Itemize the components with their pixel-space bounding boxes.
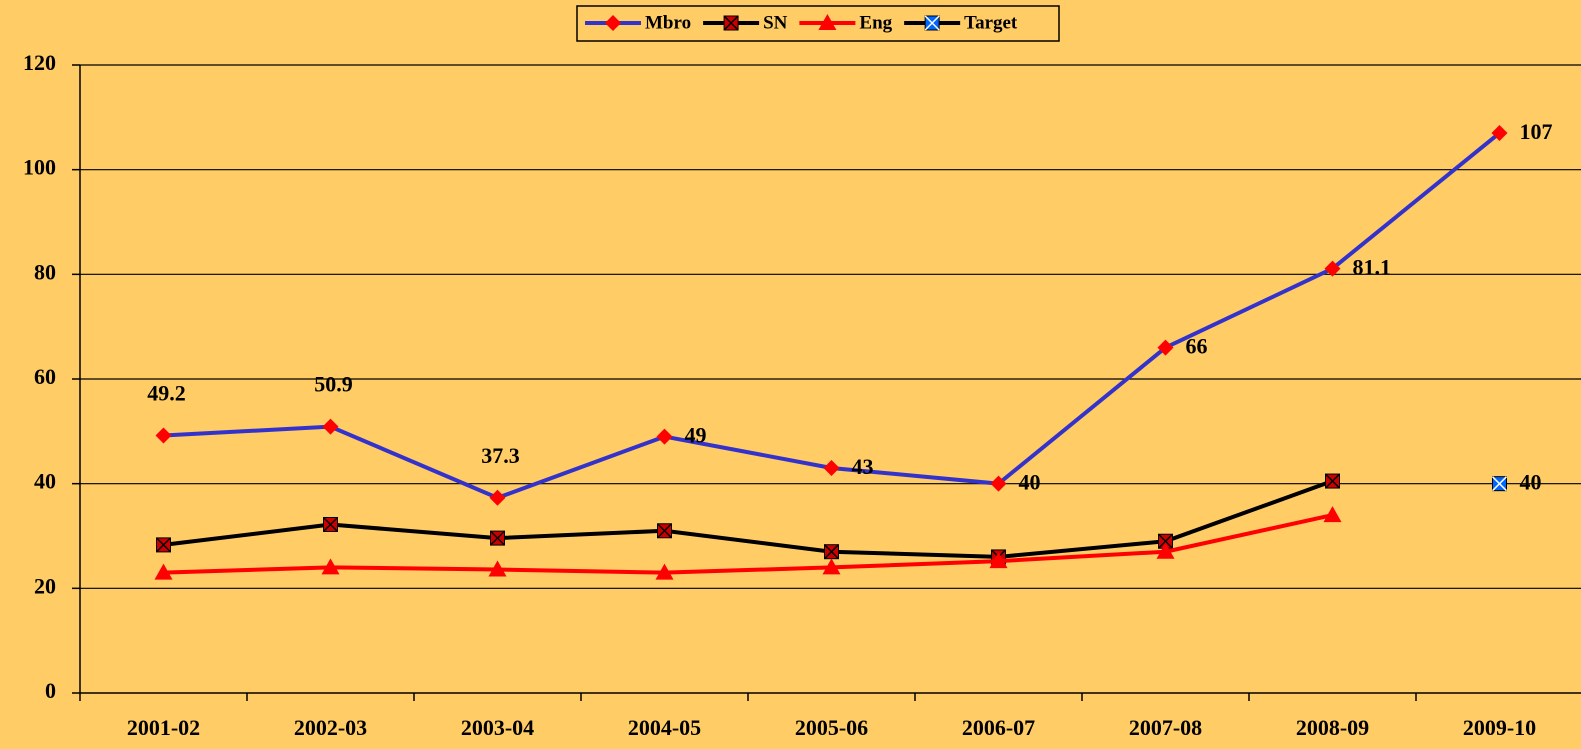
marker-cross [489, 530, 506, 546]
y-tick-label: 120 [23, 50, 56, 75]
x-tick-label: 2009-10 [1463, 715, 1536, 740]
marker [1491, 125, 1508, 142]
data-label: 40 [1019, 470, 1041, 495]
y-tick-label: 60 [34, 364, 56, 389]
marker [656, 523, 673, 539]
data-label: 66 [1186, 334, 1208, 359]
marker [656, 428, 673, 445]
x-tick-label: 2004-05 [628, 715, 701, 740]
series: 49.2 50.9 37.3 49 43 40 66 81.1 107 [147, 119, 1553, 506]
data-label: 40 [1520, 470, 1542, 495]
legend-label: Eng [859, 12, 892, 33]
data-label: 81.1 [1353, 255, 1392, 280]
data-label: 49.2 [147, 381, 186, 406]
y-tick-label: 40 [34, 469, 56, 494]
y-tick-label: 100 [23, 155, 56, 180]
marker [322, 516, 339, 533]
x-tick-label: 2005-06 [795, 715, 868, 740]
series-line [163, 513, 1333, 575]
marker [1156, 542, 1175, 559]
marker [321, 558, 340, 575]
marker [1323, 506, 1342, 523]
x-tick-label: 2006-07 [962, 715, 1035, 740]
x-tick-label: 2008-09 [1296, 715, 1369, 740]
x-tick-label: 2007-08 [1129, 715, 1202, 740]
marker-cross [823, 544, 840, 560]
y-tick-label: 0 [45, 678, 56, 703]
data-label: 49 [685, 423, 707, 448]
series-line [163, 479, 1334, 559]
x-tick-label: 2002-03 [294, 715, 367, 740]
marker [155, 427, 172, 444]
data-label: 50.9 [314, 372, 353, 397]
series: 40 [1491, 470, 1542, 495]
legend-marker [723, 15, 739, 31]
marker [823, 544, 840, 560]
data-label: 37.3 [481, 443, 520, 468]
legend-label: Target [964, 12, 1018, 33]
data-label: 43 [852, 454, 874, 479]
marker [1157, 533, 1174, 549]
marker [989, 552, 1008, 569]
marker-cross [1157, 533, 1174, 549]
marker-cross [155, 537, 172, 553]
marker [1324, 260, 1341, 277]
data-label: 107 [1520, 119, 1553, 144]
legend: Mbro SN Eng Target [576, 5, 1060, 42]
x-tick-label: 2003-04 [461, 715, 534, 740]
marker [823, 459, 840, 476]
marker-cross [924, 15, 940, 31]
marker-cross [1491, 476, 1508, 492]
legend-marker [924, 15, 940, 31]
marker [1157, 339, 1174, 356]
marker [489, 530, 506, 546]
legend-label: SN [763, 12, 788, 33]
marker [655, 563, 674, 580]
marker [822, 558, 841, 575]
marker [1491, 476, 1508, 492]
x-tick-label: 2001-02 [127, 715, 200, 740]
marker-cross [723, 15, 739, 31]
series [154, 506, 1342, 580]
marker [488, 560, 507, 577]
y-tick-label: 80 [34, 259, 56, 284]
marker-cross [1324, 473, 1341, 489]
legend-marker [818, 14, 837, 30]
legend-label: Mbro [645, 12, 691, 33]
legend-marker [605, 15, 621, 31]
series-line [163, 131, 1501, 500]
marker [1324, 473, 1341, 489]
marker [990, 475, 1007, 492]
y-tick-label: 20 [34, 573, 56, 598]
marker [322, 418, 339, 435]
marker [155, 537, 172, 553]
marker-cross [322, 516, 339, 533]
marker [154, 563, 173, 580]
marker [489, 489, 506, 506]
marker-cross [656, 523, 673, 539]
